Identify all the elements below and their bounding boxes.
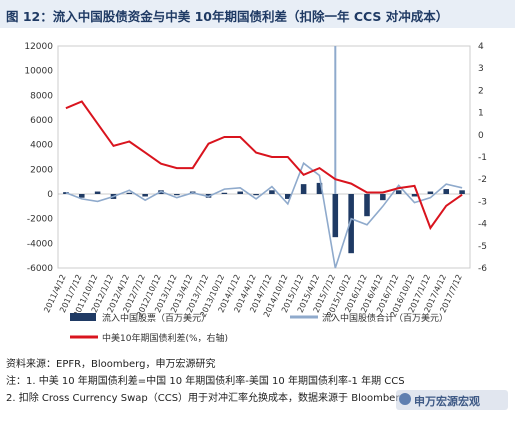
spread-line: [65, 100, 463, 231]
right-tick-label: -1: [478, 153, 487, 163]
right-tick-label: 1: [478, 109, 484, 119]
left-tick-label: 4000: [30, 141, 53, 151]
equity-bar: [237, 191, 244, 194]
left-tick-label: 12000: [24, 42, 53, 52]
right-tick-label: 4: [478, 42, 484, 52]
left-tick-label: 2000: [30, 165, 53, 175]
equity-bar: [221, 192, 228, 194]
equity-bar: [316, 182, 323, 194]
equity-bar: [94, 191, 101, 194]
footnote-2: 2. 扣除 Cross Currency Swap（CCS）用于对冲汇率允换成本…: [6, 393, 406, 404]
left-tick-label: -2000: [27, 215, 53, 225]
equity-bar: [78, 194, 85, 198]
equity-bar: [427, 191, 434, 194]
title-bar: [0, 0, 515, 28]
watermark-text: 申万宏源宏观: [414, 395, 480, 408]
right-tick-label: -2: [478, 175, 487, 185]
right-tick-label: -5: [478, 242, 487, 252]
plot-frame: [57, 45, 471, 269]
equity-bar: [459, 190, 465, 194]
right-tick-label: 2: [478, 86, 484, 96]
right-tick-label: -3: [478, 197, 487, 207]
equity-bar: [300, 184, 307, 194]
equity-bar: [332, 194, 339, 238]
legend-label-spread: 中美10年期国债利差(%，右轴): [102, 332, 228, 344]
legend-swatch-equity: [70, 313, 96, 321]
equity-bar: [269, 190, 275, 194]
equity-bar: [142, 194, 148, 197]
right-tick-label: 3: [478, 64, 484, 74]
watermark-badge: [396, 390, 508, 410]
equity-bar: [380, 194, 386, 201]
right-tick-label: -6: [478, 264, 487, 274]
watermark-icon: [399, 393, 411, 405]
equity-bar: [443, 189, 450, 194]
right-tick-label: -4: [478, 220, 487, 230]
footnote-1: 注：1. 中美 10 年期国债利差=中国 10 年期国债利率-美国 10 年期国…: [6, 376, 405, 387]
right-tick-label: 0: [478, 131, 484, 141]
bond-flow-line: [65, 161, 463, 269]
left-tick-label: -6000: [27, 264, 53, 274]
left-tick-label: 8000: [30, 91, 53, 101]
equity-bar: [253, 194, 259, 196]
source-note: 资料来源：EPFR，Bloomberg，申万宏源研究: [6, 359, 216, 370]
equity-bar: [126, 192, 133, 194]
left-tick-label: -4000: [27, 239, 53, 249]
chart-svg: -6000-4000-20000200040006000800010000120…: [24, 42, 487, 344]
left-tick-label: 10000: [24, 67, 53, 77]
equity-bar: [395, 190, 402, 194]
legend-label-equity: 流入中国股票（百万美元）: [102, 312, 210, 324]
equity-bar: [174, 194, 180, 196]
left-tick-label: 0: [47, 190, 53, 200]
equity-bar: [364, 194, 370, 217]
equity-bar: [348, 194, 354, 254]
legend-label-bond: 流入中国股债合计（百万美元）: [322, 312, 448, 324]
equity-bar: [284, 194, 291, 199]
left-tick-label: 6000: [30, 116, 53, 126]
equity-bar: [411, 194, 418, 197]
chart-title: 图 12：流入中国股债资金与中美 10年期国债利差（扣除一年 CCS 对冲成本）: [6, 9, 449, 24]
